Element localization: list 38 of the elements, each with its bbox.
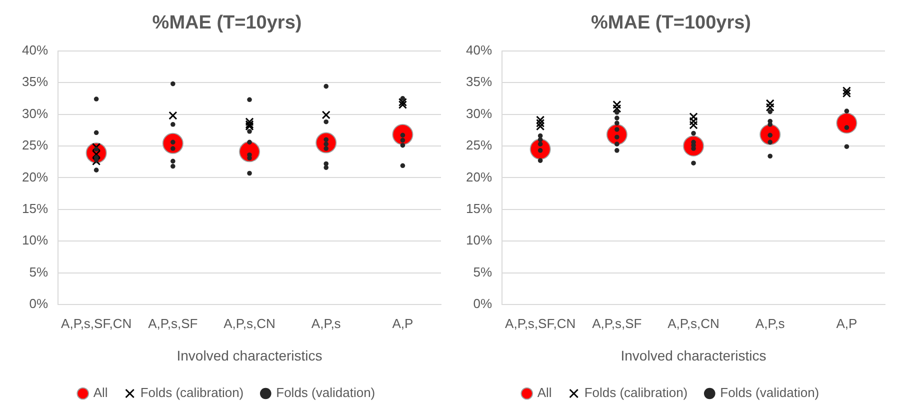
y-tick-label: 35% [22,74,48,90]
x-tick-label: A,P,s,CN [668,316,720,331]
y-tick-label: 40% [22,42,48,58]
y-tick-label: 25% [466,138,492,153]
y-tick-label: 10% [466,232,492,248]
x-tick-label: A,P,s,SF [148,316,198,331]
x-tick-label: A,P [836,316,858,331]
y-tick-label: 0% [473,296,492,312]
y-tick-label: 25% [22,138,48,153]
x-tick-label: A,P,s,SF,CN [61,316,132,331]
x-tick-label: A,P,s [311,316,342,331]
y-tick-label: 15% [22,201,48,216]
legend-label: Folds (calibration) [140,385,244,400]
y-tick-label: 5% [29,264,48,280]
y-tick-label: 40% [466,42,492,58]
y-tick-label: 0% [29,296,48,312]
legend-label: Folds (validation) [276,385,376,400]
legend-label: Folds (calibration) [584,385,688,400]
y-tick-label: 10% [22,232,48,248]
x-tick-label: A,P,s [755,316,786,331]
x-tick-label: A,P,s,CN [224,316,276,331]
y-tick-label: 30% [466,106,492,121]
chart-title: %MAE (T=10yrs) [152,12,302,34]
legend-label: Folds (validation) [720,385,820,400]
y-tick-label: 15% [466,201,492,216]
y-tick-label: 20% [22,169,48,184]
y-tick-label: 20% [466,169,492,184]
chart-title: %MAE (T=100yrs) [591,12,751,34]
y-tick-label: 5% [473,264,492,280]
y-tick-label: 35% [466,74,492,90]
x-tick-label: A,P [392,316,414,331]
x-axis-title: Involved characteristics [620,347,766,364]
y-tick-label: 30% [22,106,48,121]
legend-label: All [537,385,552,400]
x-tick-label: A,P,s,SF,CN [505,316,576,331]
legend-label: All [93,385,108,400]
x-tick-label: A,P,s,SF [592,316,642,331]
x-axis-title: Involved characteristics [176,347,322,364]
